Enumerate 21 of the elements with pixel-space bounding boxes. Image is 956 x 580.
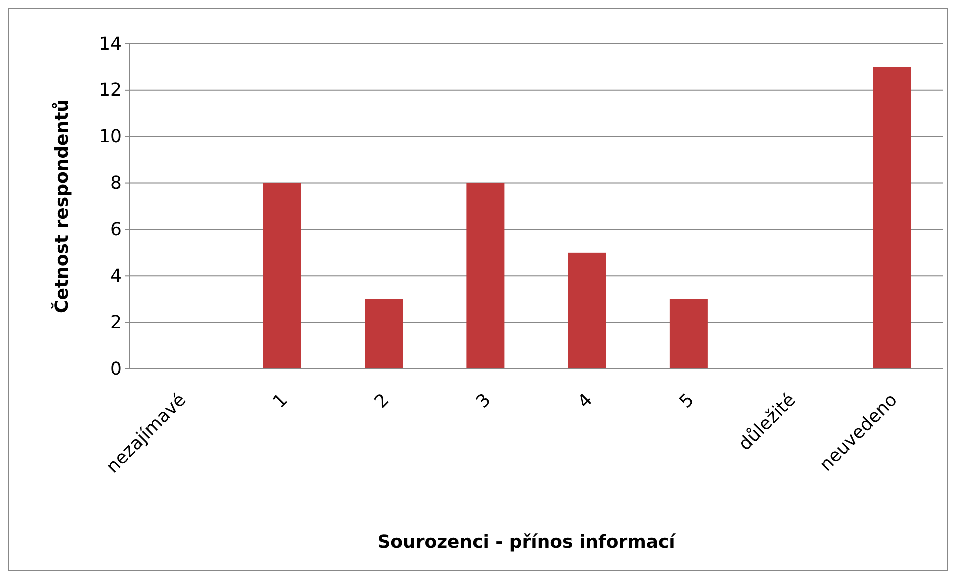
y-tick-label: 6	[110, 219, 122, 240]
bar	[365, 299, 404, 369]
x-tick-label: 4	[574, 390, 597, 413]
y-tick-label: 4	[110, 266, 122, 287]
x-axis-title: Sourozenci - přínos informací	[378, 532, 676, 553]
bar	[568, 252, 606, 369]
y-tick-label: 14	[99, 34, 122, 55]
x-tick-label: 1	[269, 390, 292, 413]
y-tick-label: 10	[99, 126, 122, 148]
x-tick-label: 2	[370, 390, 394, 413]
y-tick-label: 12	[99, 80, 122, 102]
y-tick-label: 0	[110, 358, 122, 380]
y-axis-title: Četnost respondentů	[51, 100, 73, 314]
x-tick-label: 3	[472, 390, 496, 413]
bar	[873, 67, 912, 369]
bar	[263, 183, 302, 369]
y-tick-label: 8	[110, 173, 122, 194]
bar	[466, 183, 505, 369]
x-tick-label: 5	[676, 390, 699, 413]
bar	[670, 299, 708, 369]
y-tick-label: 2	[110, 312, 122, 334]
